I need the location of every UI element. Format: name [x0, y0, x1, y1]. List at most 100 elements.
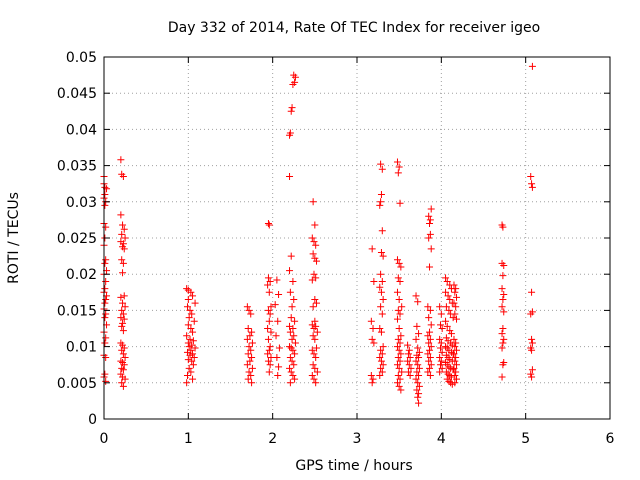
y-tick-label: 0.045	[57, 86, 97, 102]
data-point	[451, 310, 459, 318]
data-point	[275, 290, 283, 298]
data-point	[245, 368, 253, 376]
data-point	[425, 357, 433, 365]
data-point	[248, 379, 256, 387]
data-point	[186, 306, 194, 314]
data-point	[436, 353, 444, 361]
data-point	[415, 330, 423, 338]
data-point	[404, 341, 412, 349]
data-point	[102, 296, 110, 304]
data-point	[308, 372, 316, 380]
data-point	[183, 303, 191, 311]
data-point	[117, 370, 125, 378]
y-tick-label: 0	[88, 412, 97, 428]
data-point	[499, 223, 507, 231]
data-point	[370, 277, 378, 285]
data-point	[308, 276, 316, 284]
data-point	[450, 335, 458, 343]
data-point	[498, 285, 506, 293]
data-point	[272, 332, 280, 340]
data-point	[244, 350, 252, 358]
data-point	[291, 375, 299, 383]
data-point	[499, 272, 507, 280]
data-point	[425, 212, 433, 220]
data-point	[267, 353, 275, 361]
x-tick-labels: 0 1 2 3 4 5 6	[100, 431, 615, 447]
data-point	[407, 364, 415, 372]
data-point	[397, 263, 405, 271]
data-point	[289, 81, 297, 89]
data-point	[442, 334, 450, 342]
data-point	[308, 234, 316, 242]
data-point	[406, 372, 414, 380]
data-point	[311, 254, 319, 262]
data-point	[527, 172, 535, 180]
data-point	[369, 325, 377, 332]
data-point	[119, 319, 127, 327]
data-point	[498, 373, 506, 381]
data-point	[424, 368, 432, 376]
data-point	[436, 368, 444, 376]
data-point	[243, 361, 251, 369]
data-point	[442, 303, 450, 311]
data-points	[100, 62, 536, 407]
data-point	[450, 364, 458, 372]
x-tick-label: 4	[437, 431, 446, 447]
data-point	[424, 303, 432, 311]
data-point	[396, 199, 404, 207]
data-point	[452, 353, 460, 361]
data-point	[264, 350, 272, 358]
data-point	[414, 379, 422, 387]
data-point	[379, 252, 387, 260]
data-point	[102, 310, 110, 318]
data-point	[190, 317, 198, 325]
data-point	[118, 230, 126, 238]
data-point	[248, 364, 256, 372]
data-point	[244, 375, 252, 383]
data-point	[412, 357, 420, 365]
data-point	[427, 343, 435, 351]
data-point	[451, 379, 459, 387]
data-point	[394, 335, 402, 343]
data-point	[436, 361, 444, 369]
data-point	[101, 370, 109, 378]
data-point	[290, 296, 298, 304]
data-point	[393, 379, 401, 387]
data-point	[183, 332, 191, 340]
data-point	[188, 310, 196, 318]
data-point	[395, 259, 403, 267]
data-point	[246, 332, 254, 340]
data-point	[412, 335, 420, 343]
data-point	[309, 332, 317, 340]
data-point	[394, 169, 402, 177]
data-point	[393, 343, 401, 351]
data-point	[376, 201, 384, 209]
data-point	[190, 353, 198, 361]
data-point	[528, 346, 536, 354]
data-point	[426, 306, 434, 314]
data-point	[437, 357, 445, 365]
data-point	[311, 364, 319, 372]
data-point	[414, 361, 422, 369]
data-point	[438, 348, 446, 356]
data-point	[396, 375, 404, 383]
data-point	[187, 288, 195, 296]
y-tick-label: 0.02	[66, 267, 97, 283]
data-point	[101, 339, 109, 347]
data-point	[309, 361, 317, 369]
data-point	[191, 344, 199, 352]
data-point	[453, 315, 461, 323]
data-point	[377, 364, 385, 372]
data-point	[287, 252, 295, 260]
data-point	[311, 221, 319, 229]
data-point	[436, 344, 444, 352]
data-point	[426, 263, 434, 271]
data-point	[311, 335, 319, 343]
data-point	[393, 288, 401, 296]
data-point	[397, 350, 405, 358]
data-point	[394, 306, 402, 314]
data-point	[499, 361, 507, 369]
y-tick-label: 0.01	[66, 340, 97, 356]
data-point	[405, 361, 413, 369]
data-point	[447, 373, 455, 381]
